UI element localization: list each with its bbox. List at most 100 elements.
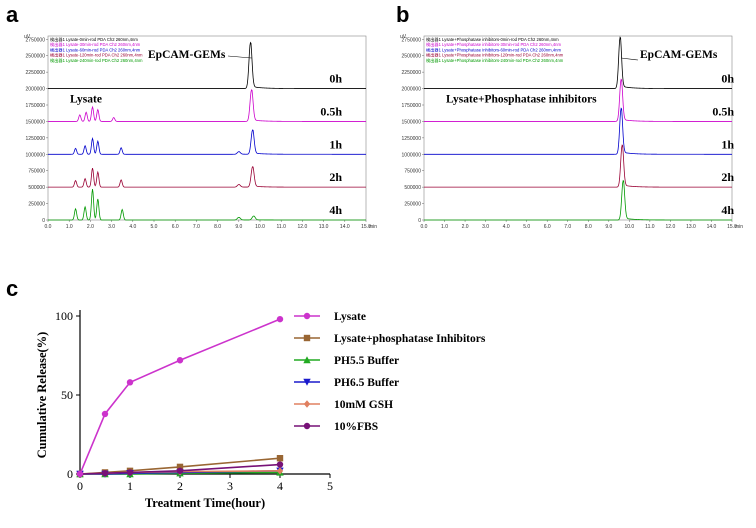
legend-label: 10mM GSH [334, 399, 393, 411]
legend-label: 10%FBS [334, 421, 378, 433]
y-tick-label: 1000000 [402, 152, 422, 158]
y-tick-label: 2500000 [26, 54, 46, 60]
trace-time-label: 2h [721, 170, 734, 184]
x-tick-label: 8.0 [214, 224, 221, 230]
legend-label: Lysate+phosphatase Inhibitors [334, 333, 486, 345]
trace-time-label: 0h [329, 72, 342, 86]
y-tick-label: 500000 [28, 185, 45, 191]
x-tick-label: 0.0 [45, 224, 52, 230]
legend-entry: 検出器1 Lysate-60min-rod PDA Ch2 260nm,4nm [50, 46, 141, 53]
data-point [176, 357, 184, 364]
x-tick-label: 5.0 [523, 224, 530, 230]
data-point [126, 469, 134, 476]
x-tick-label: 1.0 [66, 224, 73, 230]
trace-time-label: 1h [329, 137, 342, 151]
chromatogram-lysate: uV27500002500000225000020000001750000150… [24, 34, 377, 230]
x-tick-label: 10.0 [255, 224, 265, 230]
legend-label: Lysate [334, 311, 366, 323]
legend-entry: 検出器1 Lysate+Phosphatase inhibitors-0min-… [426, 36, 559, 43]
trace-line [48, 41, 366, 89]
y-tick-label: 1250000 [402, 136, 422, 142]
y-tick-label: 250000 [404, 202, 421, 208]
legend-marker [303, 356, 311, 364]
y-tick-label: 2500000 [402, 54, 422, 60]
legend-marker [303, 378, 311, 386]
condition-label: Lysate [70, 94, 102, 106]
x-tick-label: 15.0 [727, 224, 737, 230]
x-tick-label: 5.0 [151, 224, 158, 230]
trace-line [424, 179, 732, 221]
x-tick-label: 10.0 [624, 224, 634, 230]
condition-label: Lysate+Phosphatase inhibitors [446, 94, 597, 106]
y-tick-label: 2000000 [402, 87, 422, 93]
data-point [276, 315, 284, 323]
x-tick-label: 3 [227, 479, 233, 493]
y-tick-label: 100 [55, 309, 73, 323]
peak-arrow [621, 57, 639, 61]
legend-entry: 検出器1 Lysate+Phosphatase inhibitors-60min… [426, 46, 561, 53]
y-axis-title: Cumulative Release(%) [35, 332, 49, 459]
y-tick-label: 1750000 [26, 103, 46, 109]
y-tick-label: 2750000 [26, 37, 46, 43]
trace-time-label: 4h [329, 203, 342, 217]
x-tick-label: 12.0 [298, 224, 308, 230]
trace-time-label: 0.5h [320, 104, 342, 118]
y-tick-label: 1500000 [26, 119, 46, 125]
x-tick-label: 3.0 [108, 224, 115, 230]
legend-marker [303, 400, 311, 408]
data-point [126, 379, 134, 386]
trace-line [48, 189, 366, 221]
legend-marker [303, 334, 311, 342]
x-tick-label: 11.0 [645, 224, 655, 230]
y-tick-label: 1500000 [402, 119, 422, 125]
x-tick-label: 13.0 [686, 224, 696, 230]
x-tick-label: 2.0 [462, 224, 469, 230]
peak-arrow [227, 55, 252, 59]
trace-time-label: 1h [721, 137, 734, 151]
x-tick-label: 2 [177, 479, 183, 493]
y-tick-label: 2000000 [26, 87, 46, 93]
legend-label: PH6.5 Buffer [334, 377, 399, 389]
plot-frame [47, 35, 367, 221]
trace-time-label: 0.5h [712, 104, 734, 118]
trace-line [424, 78, 732, 122]
x-tick-label: 7.0 [564, 224, 571, 230]
y-tick-label: 0 [42, 218, 45, 224]
legend-entry: 検出器1 Lysate-240min-rod PDA Ch2 260nm,4nm [50, 57, 143, 64]
legend-marker [303, 422, 311, 430]
chromatogram-lysate-phosphatase: uV27500002500000225000020000001750000150… [400, 34, 743, 230]
y-unit-label: uV [24, 34, 31, 40]
x-tick-label: 6.0 [544, 224, 551, 230]
trace-line [48, 89, 366, 122]
x-tick-label: 2.0 [87, 224, 94, 230]
legend-entry: 検出器1 Lysate-0min-rod PDA Ch2 260nm,4nm [50, 36, 138, 43]
trace-line [424, 107, 732, 155]
y-tick-label: 2250000 [26, 70, 46, 76]
x-tick-label: 0 [77, 479, 83, 493]
x-unit-label: min [369, 224, 377, 230]
x-tick-label: 14.0 [340, 224, 350, 230]
y-tick-label: 1750000 [402, 103, 422, 109]
y-unit-label: uV [400, 34, 407, 40]
trace-time-label: 4h [721, 203, 734, 217]
legend-marker [303, 312, 311, 320]
y-tick-label: 50 [61, 388, 73, 402]
y-tick-label: 250000 [28, 202, 45, 208]
x-tick-label: 4.0 [129, 224, 136, 230]
x-tick-label: 13.0 [319, 224, 329, 230]
y-tick-label: 0 [67, 467, 73, 481]
peak-annotation: EpCAM-GEMs [640, 49, 718, 61]
legend-entry: 検出器1 Lysate+Phosphatase inhibitors-120mi… [426, 52, 564, 59]
trace-line [48, 166, 366, 188]
cumulative-release-chart: 0 50 100 0 1 2 3 4 5 Treatment Time(hour) Cumulati… [35, 309, 486, 510]
x-tick-label: 1 [127, 479, 133, 493]
x-tick-label: 3.0 [482, 224, 489, 230]
y-tick-label: 1000000 [26, 152, 46, 158]
y-tick-label: 500000 [404, 185, 421, 191]
x-tick-label: 8.0 [585, 224, 592, 230]
y-tick-label: 0 [418, 218, 421, 224]
x-tick-label: 0.0 [421, 224, 428, 230]
data-point [176, 463, 184, 471]
x-tick-label: 7.0 [193, 224, 200, 230]
panel-letter-b: b [396, 2, 410, 27]
